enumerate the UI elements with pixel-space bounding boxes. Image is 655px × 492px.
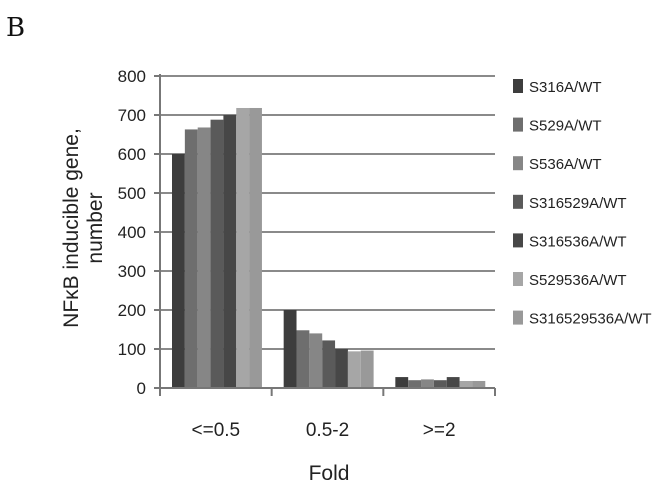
y-tick-label: 500 [118, 184, 146, 203]
bar [223, 115, 237, 388]
bar [249, 107, 262, 388]
bar [236, 107, 250, 388]
bar [459, 380, 473, 388]
x-category-label: >=2 [423, 420, 456, 441]
legend-swatch [513, 194, 523, 209]
legend: S316A/WT S529A/WT S536A/WT S316529A/WT S3165… [513, 79, 652, 328]
legend-swatch [513, 272, 523, 286]
x-category-label: 0.5-2 [306, 420, 349, 441]
legend-label: S316529536A/WT [529, 311, 652, 328]
legend-swatch [513, 233, 523, 248]
bar [322, 340, 336, 388]
y-tick-label: 0 [137, 379, 146, 398]
bar [472, 380, 486, 388]
bar [408, 380, 422, 388]
y-axis-title-line2: number [84, 192, 107, 263]
y-axis-title-line1: NFκB inducible gene, [60, 128, 83, 328]
y-tick-label: 200 [118, 301, 146, 320]
x-category-label: <=0.5 [192, 420, 241, 441]
bar [433, 380, 447, 388]
panel-label: B [6, 13, 25, 43]
bar [446, 377, 460, 388]
bar [347, 351, 361, 388]
legend-label: S536A/WT [529, 156, 602, 173]
bar [210, 119, 224, 389]
legend-label: S316536A/WT [529, 233, 627, 250]
legend-label: S529A/WT [529, 118, 602, 135]
bar [421, 379, 434, 388]
legend-label: S316A/WT [529, 79, 602, 96]
bar [184, 129, 198, 388]
y-tick-labels: 0 100 200 300 400 500 600 700 800 [118, 67, 146, 398]
bars [172, 107, 486, 389]
y-tick-label: 400 [118, 223, 146, 242]
bar [172, 154, 185, 388]
x-category-labels: <=0.5 0.5-2 >=2 [192, 420, 456, 441]
bar [283, 310, 297, 388]
axes [154, 74, 496, 396]
x-axis-title: Fold [309, 462, 350, 485]
legend-swatch [513, 310, 523, 325]
bar [197, 127, 211, 388]
legend-label: S316529A/WT [529, 195, 627, 212]
y-axis-title: NFκB inducible gene, number [60, 128, 107, 328]
bar [395, 377, 409, 388]
y-tick-label: 700 [118, 106, 146, 125]
y-tick-label: 800 [118, 67, 146, 86]
bar [360, 350, 374, 388]
legend-swatch [513, 79, 523, 93]
bar [335, 349, 348, 388]
y-tick-label: 600 [118, 145, 146, 164]
y-tick-label: 300 [118, 262, 146, 281]
y-tick-label: 100 [118, 340, 146, 359]
legend-swatch [513, 117, 523, 132]
bar [296, 330, 310, 388]
legend-swatch [513, 156, 523, 171]
bar [309, 333, 323, 388]
legend-label: S529536A/WT [529, 272, 627, 289]
